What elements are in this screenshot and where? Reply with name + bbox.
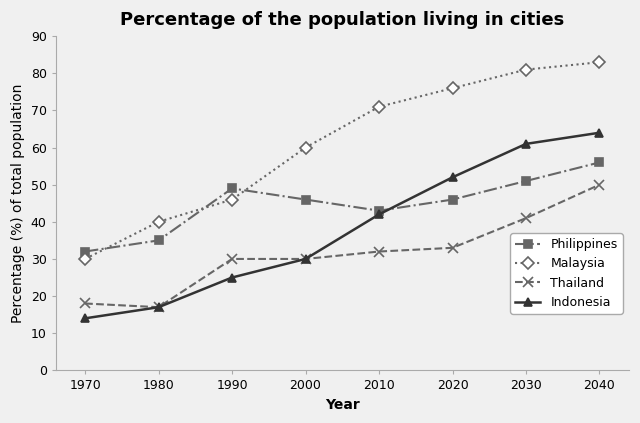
Indonesia xyxy=(596,130,604,135)
Indonesia xyxy=(301,256,309,261)
Line: Malaysia: Malaysia xyxy=(81,58,604,263)
Malaysia xyxy=(301,145,309,150)
Thailand xyxy=(155,305,163,310)
Malaysia xyxy=(81,256,89,261)
Malaysia xyxy=(375,104,383,109)
Indonesia xyxy=(228,275,236,280)
Indonesia xyxy=(375,212,383,217)
Malaysia xyxy=(596,60,604,65)
Thailand xyxy=(81,301,89,306)
Thailand xyxy=(228,256,236,261)
Title: Percentage of the population living in cities: Percentage of the population living in c… xyxy=(120,11,564,29)
Indonesia xyxy=(81,316,89,321)
Thailand xyxy=(522,216,530,221)
Philippines xyxy=(81,249,89,254)
Malaysia xyxy=(228,197,236,202)
Philippines xyxy=(449,197,456,202)
X-axis label: Year: Year xyxy=(325,398,360,412)
Malaysia xyxy=(522,67,530,72)
Philippines xyxy=(155,238,163,243)
Philippines xyxy=(228,186,236,191)
Thailand xyxy=(375,249,383,254)
Indonesia xyxy=(155,305,163,310)
Philippines xyxy=(522,179,530,184)
Indonesia xyxy=(522,141,530,146)
Line: Indonesia: Indonesia xyxy=(81,129,604,322)
Malaysia xyxy=(155,219,163,224)
Line: Thailand: Thailand xyxy=(80,180,604,312)
Philippines xyxy=(301,197,309,202)
Indonesia xyxy=(449,175,456,180)
Thailand xyxy=(449,245,456,250)
Philippines xyxy=(375,208,383,213)
Line: Philippines: Philippines xyxy=(81,158,604,255)
Philippines xyxy=(596,160,604,165)
Malaysia xyxy=(449,85,456,91)
Y-axis label: Percentage (%) of total population: Percentage (%) of total population xyxy=(11,84,25,323)
Thailand xyxy=(301,256,309,261)
Legend: Philippines, Malaysia, Thailand, Indonesia: Philippines, Malaysia, Thailand, Indones… xyxy=(510,233,623,314)
Thailand xyxy=(596,182,604,187)
